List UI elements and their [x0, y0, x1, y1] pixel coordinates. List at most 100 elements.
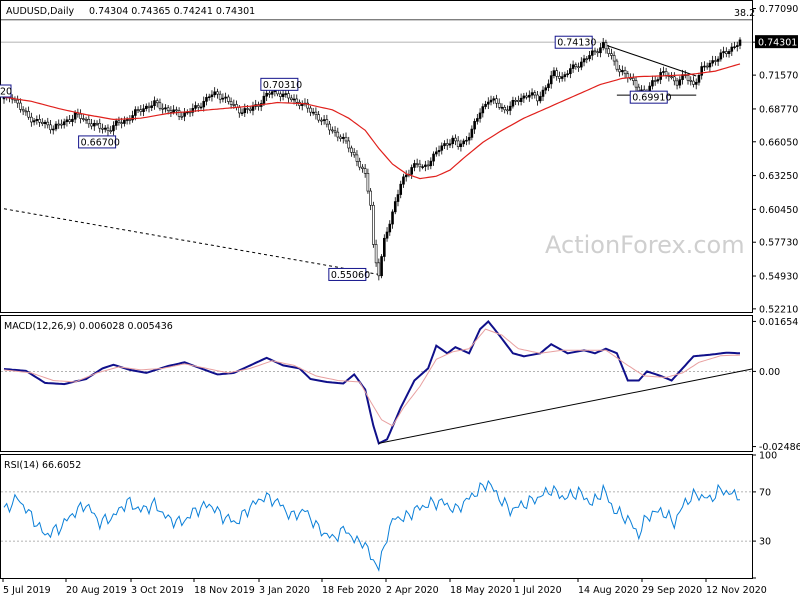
candle: [355, 154, 359, 162]
candle: [35, 119, 39, 121]
candle: [112, 125, 115, 132]
candle: [621, 70, 624, 73]
candle: [437, 150, 441, 153]
candle: [588, 55, 591, 60]
candle: [82, 118, 85, 120]
price-label-box: [78, 135, 117, 149]
candle: [719, 52, 723, 60]
rsi-panel-frame: [0, 454, 753, 579]
candle: [46, 121, 50, 126]
candle: [92, 122, 96, 127]
rsi-line: [3, 479, 741, 572]
candle: [207, 96, 211, 99]
candle: [492, 98, 496, 101]
candle: [530, 92, 534, 96]
candle: [590, 50, 594, 56]
candle: [306, 102, 310, 109]
price-axis-label: 0.77090: [759, 4, 798, 15]
candle: [443, 143, 446, 147]
candle: [300, 103, 304, 106]
candle: [328, 123, 331, 131]
candle: [432, 153, 435, 162]
candle: [615, 60, 619, 70]
candle: [265, 92, 268, 97]
candle: [725, 51, 728, 55]
candle: [577, 66, 580, 69]
price-axis-label: 0.54930: [759, 272, 798, 283]
candle: [549, 75, 553, 85]
candle: [117, 120, 121, 123]
candle: [424, 164, 427, 167]
candle: [363, 168, 367, 174]
candle: [648, 85, 652, 92]
candle: [470, 128, 474, 138]
macd-line: [3, 320, 741, 445]
candle: [631, 77, 635, 81]
candle: [175, 109, 178, 112]
price-label: 0.74130: [557, 38, 596, 49]
candle: [366, 173, 370, 192]
candle: [150, 105, 154, 108]
candle: [703, 65, 706, 68]
candle: [552, 70, 556, 76]
candle: [369, 190, 372, 206]
candle: [563, 74, 567, 77]
candle: [380, 256, 383, 277]
candle: [500, 106, 504, 109]
candle: [158, 102, 162, 109]
candle: [536, 94, 539, 102]
rsi-axis-label: 100: [759, 451, 777, 462]
price-label: 0.55060: [331, 270, 370, 281]
price-label: 0.66700: [81, 137, 120, 148]
candle: [694, 82, 698, 85]
x-axis-label: 18 Nov 2019: [194, 585, 255, 596]
candle: [243, 108, 247, 114]
candle: [84, 118, 88, 121]
candle: [711, 60, 714, 64]
candle: [218, 93, 222, 100]
candle: [224, 96, 227, 99]
candle: [497, 102, 501, 108]
candle: [673, 76, 676, 82]
candle: [396, 194, 400, 202]
candle: [599, 47, 602, 54]
candle: [172, 109, 175, 113]
candle: [41, 121, 44, 124]
price-axis-label: 0.60450: [759, 205, 798, 216]
price-axis-label: 0.68770: [759, 104, 798, 115]
candle: [227, 96, 230, 102]
price-label: 0.69910: [632, 93, 671, 104]
candle: [664, 71, 668, 76]
price-label: 0.70310: [263, 80, 302, 91]
candle: [503, 106, 506, 111]
candle: [445, 143, 449, 146]
candle: [585, 58, 589, 61]
candle: [421, 166, 424, 168]
candle: [136, 109, 140, 111]
candle: [385, 231, 389, 239]
candle: [675, 80, 679, 86]
candle: [16, 99, 19, 104]
candle: [333, 130, 337, 133]
candle: [388, 223, 392, 233]
candle: [511, 99, 515, 107]
candle: [144, 105, 148, 109]
clipped-label-box: [0, 84, 12, 98]
x-axis-label: 18 Feb 2020: [322, 585, 381, 596]
candle: [478, 112, 482, 119]
candle: [166, 107, 170, 111]
candle: [623, 70, 627, 75]
candle: [344, 136, 348, 142]
candle: [295, 98, 299, 103]
candle: [459, 143, 463, 147]
candle: [314, 111, 318, 115]
candle: [131, 115, 134, 121]
candle: [451, 137, 455, 145]
candle: [651, 80, 654, 87]
candle: [653, 80, 657, 82]
candle: [292, 98, 296, 101]
candle: [716, 58, 720, 62]
candle: [169, 110, 173, 113]
candle: [191, 108, 195, 113]
candle: [733, 46, 736, 48]
